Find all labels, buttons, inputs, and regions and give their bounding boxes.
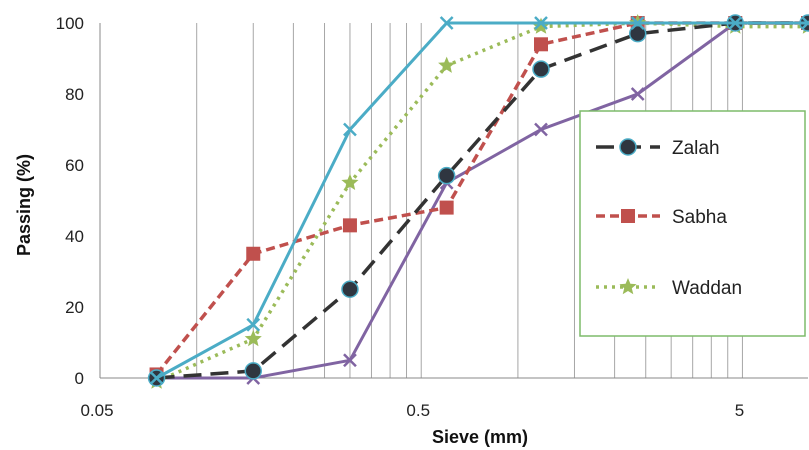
y-tick-label: 20	[65, 298, 84, 317]
legend-box	[579, 110, 806, 337]
legend-item-zalah: Zalah	[596, 138, 720, 159]
y-tick-label: 100	[56, 14, 84, 33]
data-point-marker	[341, 280, 359, 298]
data-point-marker	[149, 371, 164, 385]
marker-stroke	[728, 16, 743, 30]
series-line	[156, 21, 808, 380]
legend-item-waddan: Waddan	[596, 278, 742, 299]
data-point-marker	[801, 16, 809, 30]
y-tick-label: 0	[75, 369, 84, 388]
chart-series	[147, 14, 809, 389]
data-point-marker	[246, 317, 261, 332]
y-tick-label: 40	[65, 227, 84, 246]
data-point-marker	[244, 362, 263, 380]
y-tick-label: 60	[65, 156, 84, 175]
marker-stroke	[534, 122, 548, 137]
x-tick-label: 5	[735, 401, 744, 420]
series-line	[155, 21, 808, 380]
y-tick-label: 80	[65, 85, 84, 104]
series-line	[156, 21, 808, 380]
data-point-marker	[619, 138, 637, 156]
data-point-marker	[728, 16, 743, 30]
series-line	[155, 21, 808, 384]
data-point-marker	[244, 329, 262, 347]
data-point-marker	[437, 166, 456, 185]
marker-stroke	[149, 371, 164, 385]
legend-label: Sabha	[672, 207, 727, 228]
data-point-marker	[630, 87, 645, 101]
data-point-marker	[439, 16, 454, 30]
data-point-marker	[246, 246, 261, 261]
data-point-marker	[534, 37, 549, 52]
data-point-marker	[628, 24, 647, 43]
legend-label: Zalah	[672, 138, 720, 159]
data-point-marker	[630, 16, 645, 30]
data-point-marker	[534, 16, 548, 30]
data-point-marker	[438, 56, 456, 73]
data-point-marker	[343, 353, 357, 368]
data-point-marker	[439, 200, 454, 215]
legend-item-sabha: Sabha	[596, 207, 727, 228]
marker-stroke	[534, 16, 548, 30]
data-point-marker	[621, 209, 635, 223]
data-point-marker	[342, 218, 357, 233]
data-point-marker	[341, 173, 359, 190]
marker-stroke	[343, 122, 357, 137]
series-unlabeled-3	[149, 16, 809, 385]
data-point-marker	[619, 278, 637, 295]
x-tick-label: 0.5	[406, 401, 430, 420]
marker-stroke	[630, 87, 645, 101]
marker-stroke	[439, 16, 454, 30]
data-point-marker	[532, 60, 550, 78]
y-axis-title: Passing (%)	[14, 154, 34, 256]
marker-stroke	[801, 20, 809, 30]
x-tick-label: 0.05	[80, 401, 113, 420]
chart-tick-labels: 0 20 40 60 80 100 0.05 0.5 5	[56, 14, 745, 420]
marker-stroke	[343, 353, 357, 368]
data-point-marker	[343, 122, 357, 137]
marker-stroke	[246, 317, 261, 332]
chart-legend: Zalah Sabha Waddan	[579, 110, 806, 337]
marker-stroke	[630, 16, 645, 30]
x-axis-title: Sieve (mm)	[432, 427, 528, 447]
data-point-marker	[532, 17, 550, 34]
legend-label: Waddan	[672, 278, 742, 299]
data-point-marker	[534, 122, 548, 137]
